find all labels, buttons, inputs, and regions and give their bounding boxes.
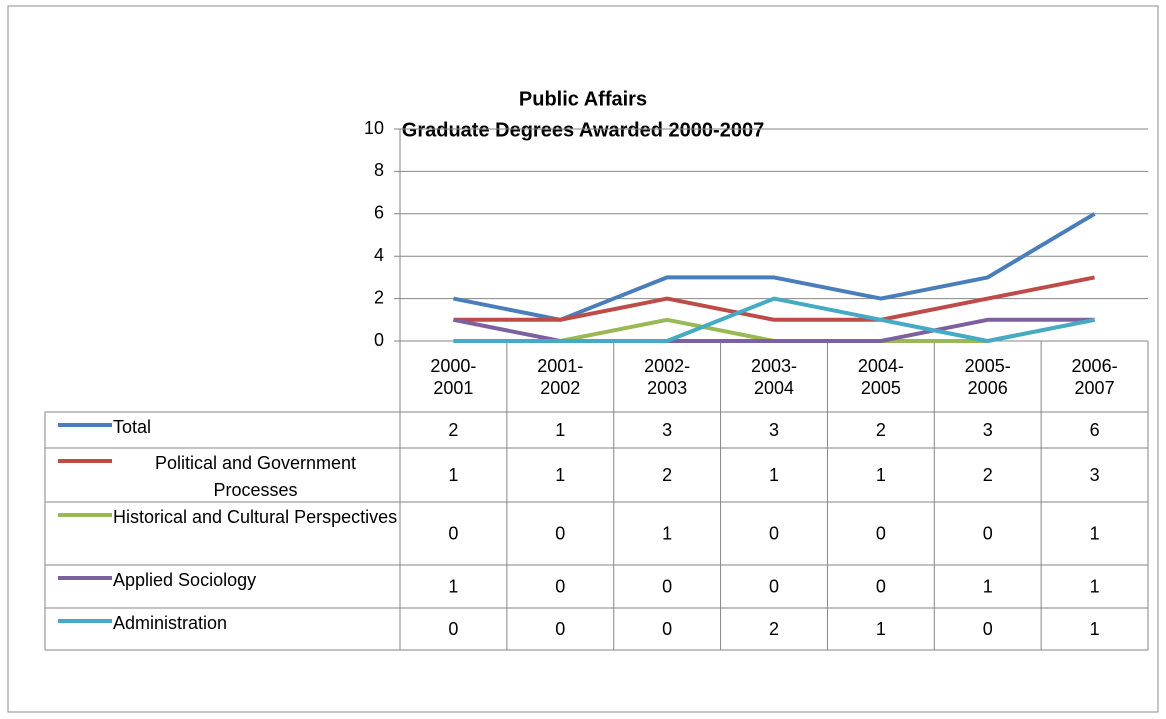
y-tick-label: 2 [374,287,384,307]
x-tick-label: 2002- 2003 [644,355,691,398]
x-tick-label-box: 2002- 2003 [644,355,691,398]
table-value: 1 [448,465,458,485]
table-value: 1 [555,465,565,485]
x-tick-label: 2003- 2004 [750,355,797,398]
table-value: 2 [983,465,993,485]
chart-title: Public Affairs [519,88,647,110]
table-value: 1 [1090,619,1100,639]
table-value: 0 [876,523,886,543]
table-value: 0 [983,619,993,639]
legend-label: Administration [113,613,228,633]
table-value: 3 [769,420,779,440]
legend-label-box: Historical and Cultural Perspectives [113,507,398,527]
legend-label: Political and Government Processes [154,453,357,500]
x-tick-label-box: 2006- 2007 [1071,355,1118,398]
table-value: 1 [1090,523,1100,543]
y-tick-label: 4 [374,245,384,265]
legend-label: Historical and Cultural Perspectives [113,507,398,527]
x-tick-label-box: 2004- 2005 [857,355,904,398]
table-value: 6 [1090,420,1100,440]
table-value: 3 [983,420,993,440]
x-tick-label-box: 2005- 2006 [964,355,1011,398]
legend-label: Total [113,417,152,437]
table-value: 1 [448,576,458,596]
legend-label-box: Administration [113,613,228,633]
table-value: 0 [555,576,565,596]
x-tick-label-box: 2001- 2002 [537,355,584,398]
table-value: 2 [876,420,886,440]
table-value: 0 [448,523,458,543]
y-tick-label: 8 [374,160,384,180]
table-value: 1 [983,576,993,596]
table-value: 1 [555,420,565,440]
table-value: 3 [1090,465,1100,485]
chart-border [7,5,1159,713]
table-value: 0 [555,619,565,639]
table-value: 1 [1090,576,1100,596]
y-tick-label: 10 [364,118,384,138]
series-line [453,296,1095,343]
x-tick-label: 2005- 2006 [964,355,1011,398]
table-value: 1 [769,465,779,485]
table-value: 0 [876,576,886,596]
x-tick-label: 2006- 2007 [1071,355,1118,398]
legend-label-box: Applied Sociology [113,570,257,590]
x-tick-label: 2000- 2001 [430,355,477,398]
table-value: 0 [448,619,458,639]
x-tick-label: 2001- 2002 [537,355,584,398]
x-tick-label: 2004- 2005 [857,355,904,398]
y-tick-label: 0 [374,330,384,350]
table-value: 0 [983,523,993,543]
table-value: 1 [662,523,672,543]
table-value: 3 [662,420,672,440]
table-value: 2 [448,420,458,440]
table-value: 2 [662,465,672,485]
table-value: 2 [769,619,779,639]
legend-label: Applied Sociology [113,570,257,590]
chart-subtitle: Graduate Degrees Awarded 2000-2007 [402,119,764,141]
x-tick-label-box: 2000- 2001 [430,355,477,398]
legend-label-box: Total [113,417,152,437]
y-tick-label: 6 [374,203,384,223]
table-value: 0 [555,523,565,543]
table-value: 0 [662,576,672,596]
legend-label-box: Political and Government Processes [154,453,357,500]
x-tick-label-box: 2003- 2004 [750,355,797,398]
table-value: 0 [662,619,672,639]
table-value: 1 [876,465,886,485]
table-value: 1 [876,619,886,639]
table-value: 0 [769,523,779,543]
table-value: 0 [769,576,779,596]
series-line [453,275,1095,322]
